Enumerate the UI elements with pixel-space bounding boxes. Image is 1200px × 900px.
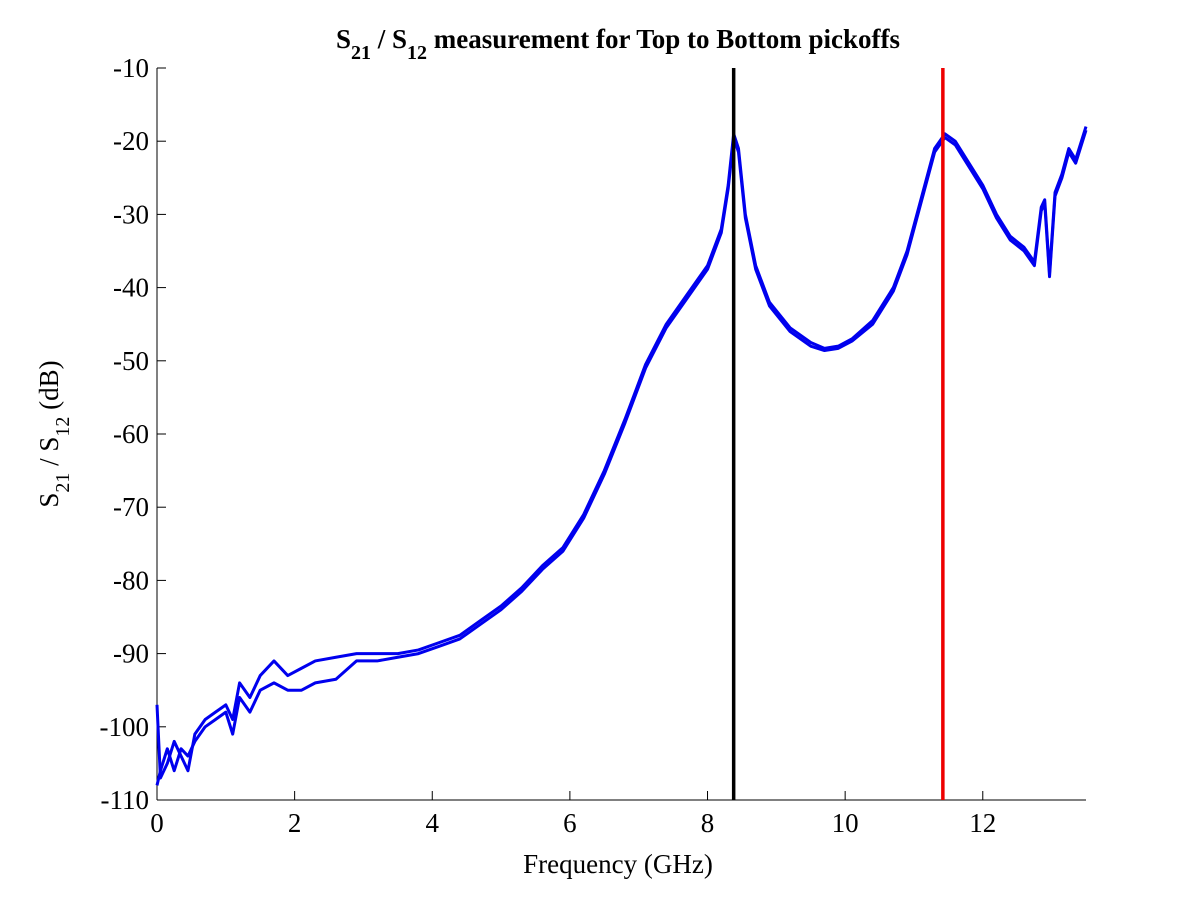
ylabel-part: S: [34, 493, 64, 508]
title-part: 12: [407, 42, 427, 64]
x-tick-label: 8: [701, 808, 715, 838]
x-tick-label: 6: [563, 808, 577, 838]
y-tick-label: -10: [113, 53, 149, 83]
ylabel-part: / S: [34, 437, 64, 473]
x-tick-label: 4: [426, 808, 440, 838]
y-tick-label: -20: [113, 126, 149, 156]
y-tick-label: -30: [113, 199, 149, 229]
y-tick-label: -110: [101, 785, 150, 815]
y-tick-label: -70: [113, 492, 149, 522]
y-tick-label: -100: [100, 712, 150, 742]
ylabel-part: 12: [52, 417, 74, 437]
y-tick-label: -80: [113, 565, 149, 595]
x-tick-label: 0: [150, 808, 164, 838]
x-tick-label: 2: [288, 808, 302, 838]
y-tick-label: -90: [113, 639, 149, 669]
title-part: / S: [371, 24, 407, 54]
x-tick-label: 12: [969, 808, 996, 838]
chart-title: S21 / S12 measurement for Top to Bottom …: [336, 24, 900, 64]
title-part: 21: [351, 42, 371, 64]
y-tick-label: -40: [113, 273, 149, 303]
ylabel-part: 21: [52, 473, 74, 493]
line-series: [155, 126, 1088, 780]
y-tick-label: -60: [113, 419, 149, 449]
title-part: S: [336, 24, 351, 54]
y-axis-label: S21 / S12 (dB): [34, 360, 74, 507]
ylabel-part: (dB): [34, 360, 64, 416]
x-axis-label: Frequency (GHz): [523, 849, 713, 879]
x-tick-label: 10: [832, 808, 859, 838]
line-series: [155, 129, 1088, 786]
title-part: measurement for Top to Bottom pickoffs: [427, 24, 900, 54]
y-tick-label: -50: [113, 346, 149, 376]
